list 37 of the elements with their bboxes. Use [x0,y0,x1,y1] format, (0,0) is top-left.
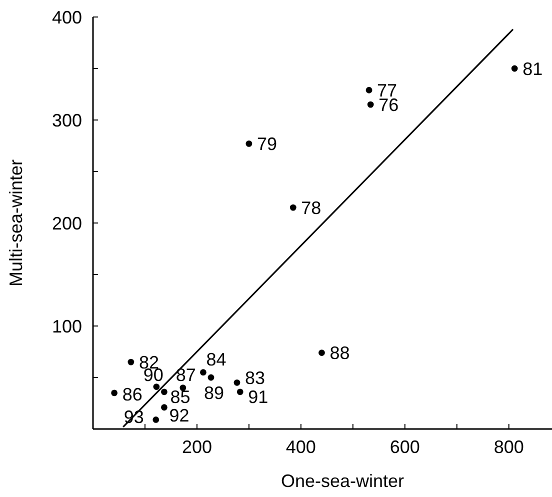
annotation: 79 [256,134,277,154]
annotation: 86 [122,384,142,404]
x-axis-title: One-sea-winter [280,471,404,491]
y-tick-label: 200 [52,213,82,234]
y-axis-title: Multi-sea-winter [6,159,26,287]
y-tick-label: 100 [52,316,82,336]
annotation: 78 [301,198,322,218]
x-tick-label: 200 [182,437,212,457]
annotation: 91 [248,387,268,408]
point [200,369,206,376]
point [246,140,252,147]
annotation: 89 [204,382,224,403]
annotation: 85 [170,387,190,408]
point [236,388,244,396]
point [367,101,374,108]
annotation: 83 [244,368,266,388]
x-tick-label: 400 [286,437,316,457]
point [318,350,325,356]
annotation: 81 [522,58,543,79]
point [161,404,168,411]
point [161,388,168,396]
x-tick-label: 800 [494,437,524,457]
point [511,65,518,72]
point [152,416,160,423]
annotation: 84 [206,350,226,370]
y-tick-label: 300 [52,110,82,130]
point [128,358,134,366]
annotation: 88 [330,343,350,364]
point [366,86,372,94]
y-tick-label: 400 [52,7,82,28]
point [153,384,160,390]
point [234,379,240,386]
point [208,374,214,381]
point [290,204,296,211]
annotation: 92 [169,406,190,426]
x-tick-label: 600 [390,437,420,457]
point [111,390,118,396]
